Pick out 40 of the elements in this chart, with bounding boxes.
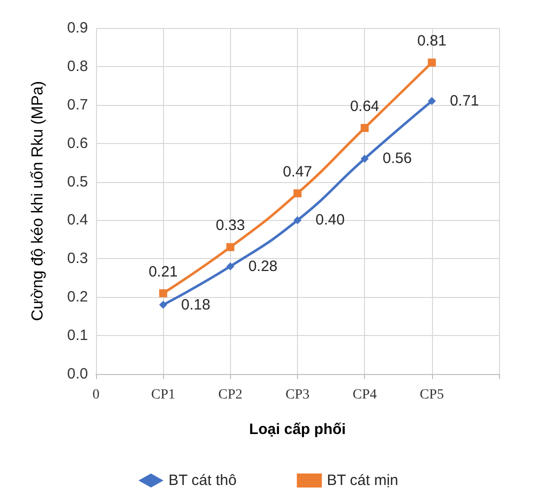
point [360,154,369,163]
text: 0.2 [67,288,88,306]
point [159,300,168,309]
x-tick-label: CP3 [285,388,310,402]
data-label: 0.40 [316,212,345,229]
x-tick-label: CP2 [218,388,242,402]
x-axis-title: Loại cấp phối [249,421,346,438]
data-label: 0.18 [181,296,210,314]
y-axis-title: Cường độ kéo khi uốn Rku (MPa) [30,81,46,321]
point [428,97,436,106]
text: 0.8 [67,58,88,75]
text: 0.3 [67,250,88,268]
point [226,262,234,270]
x-tick-label: CP5 [420,388,444,402]
data-label: 0.21 [148,263,178,280]
legend-label: BT cát mịn [326,472,398,489]
point [159,289,168,298]
text: 0.5 [67,173,88,190]
text: 0.4 [67,212,88,229]
text: 0.7 [67,96,88,114]
point [428,58,436,67]
point [294,216,302,224]
x-tick-label: CP1 [151,388,176,402]
data-label: 0.33 [216,217,245,234]
point [226,243,234,252]
text: 0.6 [67,134,88,152]
data-label: 0.81 [417,32,446,50]
point [294,189,302,198]
data-label: 0.56 [382,150,412,168]
x-tick-label: 0 [92,388,100,402]
text: 0.1 [67,327,88,344]
data-label: 0.28 [248,258,278,275]
data-label: 0.47 [282,163,312,180]
x-tick-label: CP4 [352,388,377,402]
text: 0.9 [67,20,88,36]
text: 0.0 [67,366,88,382]
legend-label: BT cát thô [168,472,237,489]
data-label: 0.64 [350,98,380,115]
point [360,124,369,132]
data-label: 0.71 [450,92,480,110]
